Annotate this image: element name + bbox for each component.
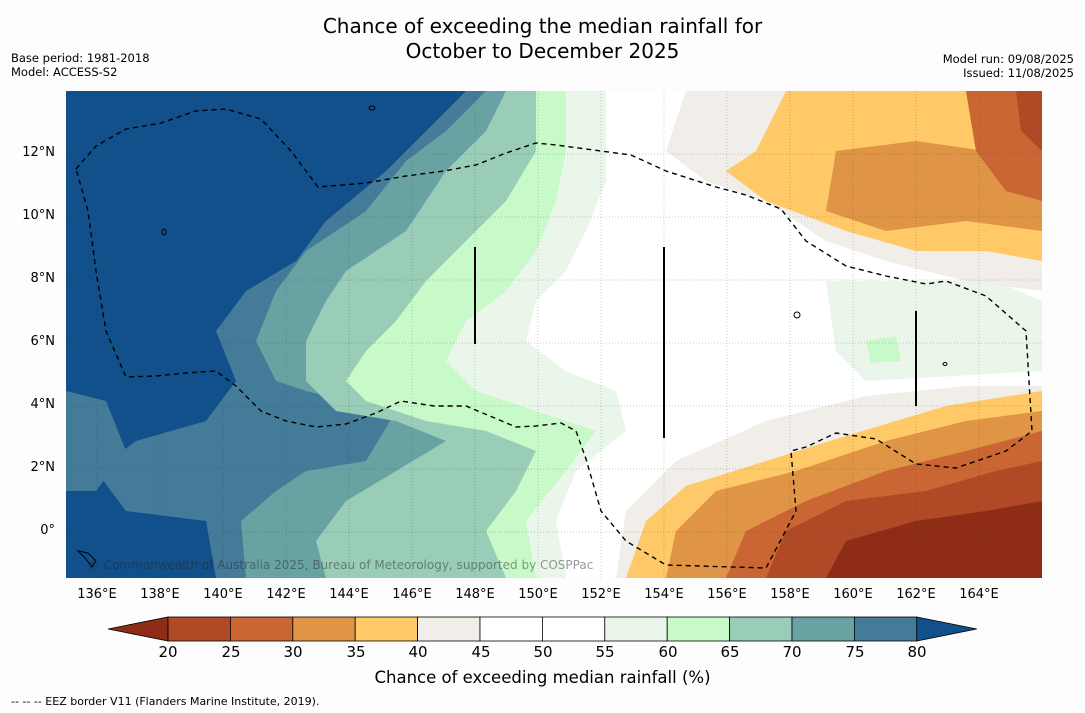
model-run-text: Model run: 09/08/2025 (942, 52, 1074, 66)
lon-label-136e: 136°E (77, 587, 117, 602)
colorbar-segment (729, 616, 793, 642)
lat-label-0: 0° (40, 523, 55, 538)
lon-label-164e: 164°E (959, 587, 999, 602)
colorbar-segment (292, 616, 356, 642)
colorbar-segment (417, 616, 481, 642)
issued-text: Issued: 11/08/2025 (963, 66, 1074, 80)
colorbar-tick-30: 30 (283, 643, 303, 661)
model-text: Model: ACCESS-S2 (11, 65, 118, 79)
colorbar-tick-60: 60 (658, 643, 678, 661)
lon-label-150e: 150°E (518, 587, 558, 602)
colorbar-tick-50: 50 (533, 643, 553, 661)
meta-left: Base period: 1981-2018 Model: ACCESS-S2 (11, 51, 150, 79)
lat-label-4n: 4°N (30, 397, 56, 412)
colorbar-label: Chance of exceeding median rainfall (%) (374, 668, 711, 687)
zone-75-south (66, 391, 126, 491)
colorbar-tick-25: 25 (221, 643, 241, 661)
region-markers (474, 247, 917, 438)
colorbar-segment (666, 616, 731, 642)
lon-label-162e: 162°E (896, 587, 936, 602)
lat-label-12n: 12°N (22, 145, 55, 160)
colorbar-tick-45: 45 (471, 643, 491, 661)
lat-label-8n: 8°N (30, 271, 56, 286)
eez-border (75, 108, 1033, 569)
islands (76, 105, 948, 568)
lon-label-142e: 142°E (266, 587, 306, 602)
lat-label-6n: 6°N (30, 334, 56, 349)
colorbar-segment (791, 616, 855, 642)
colorbar (108, 616, 977, 642)
lon-label-138e: 138°E (140, 587, 180, 602)
zone-60-inner (826, 281, 1042, 381)
colorbar-extend-low (108, 616, 169, 642)
zone-60-island (536, 249, 566, 273)
colorbar-segment (354, 616, 418, 642)
colorbar-segment (541, 616, 606, 642)
lon-label-140e: 140°E (203, 587, 243, 602)
rainfall-map (66, 91, 1042, 578)
zone-65-inner (866, 336, 901, 363)
lon-label-144e: 144°E (329, 587, 369, 602)
lon-label-158e: 158°E (770, 587, 810, 602)
meta-right: Model run: 09/08/2025 Issued: 11/08/2025 (943, 52, 1074, 80)
zone-below-20 (826, 501, 1042, 578)
lon-label-146e: 146°E (392, 587, 432, 602)
colorbar-tick-65: 65 (720, 643, 740, 661)
colorbar-segment (230, 616, 294, 642)
colorbar-tick-40: 40 (408, 643, 428, 661)
colorbar-tick-75: 75 (845, 643, 865, 661)
lon-label-156e: 156°E (707, 587, 747, 602)
colorbar-tick-80: 80 (907, 643, 927, 661)
colorbar-tick-35: 35 (346, 643, 366, 661)
base-period-text: Base period: 1981-2018 (11, 51, 150, 65)
lon-label-152e: 152°E (581, 587, 621, 602)
copyright-notice: © Commonwealth of Australia 2025, Bureau… (88, 558, 594, 572)
title-line-2: October to December 2025 (405, 39, 680, 63)
lon-label-148e: 148°E (455, 587, 495, 602)
lon-label-160e: 160°E (833, 587, 873, 602)
map-canvas (66, 91, 1042, 578)
colorbar-segment (854, 616, 918, 642)
colorbar-segment (167, 616, 231, 642)
lon-label-154e: 154°E (644, 587, 684, 602)
eez-footnote: -- -- -- EEZ border V11 (Flanders Marine… (11, 695, 320, 708)
colorbar-segment (479, 616, 543, 642)
colorbar-extend-high (916, 616, 977, 642)
chart-title: Chance of exceeding the median rainfall … (0, 14, 1085, 64)
colorbar-segment (604, 616, 668, 642)
colorbar-tick-55: 55 (595, 643, 615, 661)
lat-label-10n: 10°N (22, 208, 55, 223)
zone-20-north (1016, 91, 1042, 151)
colorbar-tick-70: 70 (782, 643, 802, 661)
colorbar-tick-20: 20 (158, 643, 178, 661)
title-line-1: Chance of exceeding the median rainfall … (322, 14, 763, 38)
lat-label-2n: 2°N (30, 460, 56, 475)
